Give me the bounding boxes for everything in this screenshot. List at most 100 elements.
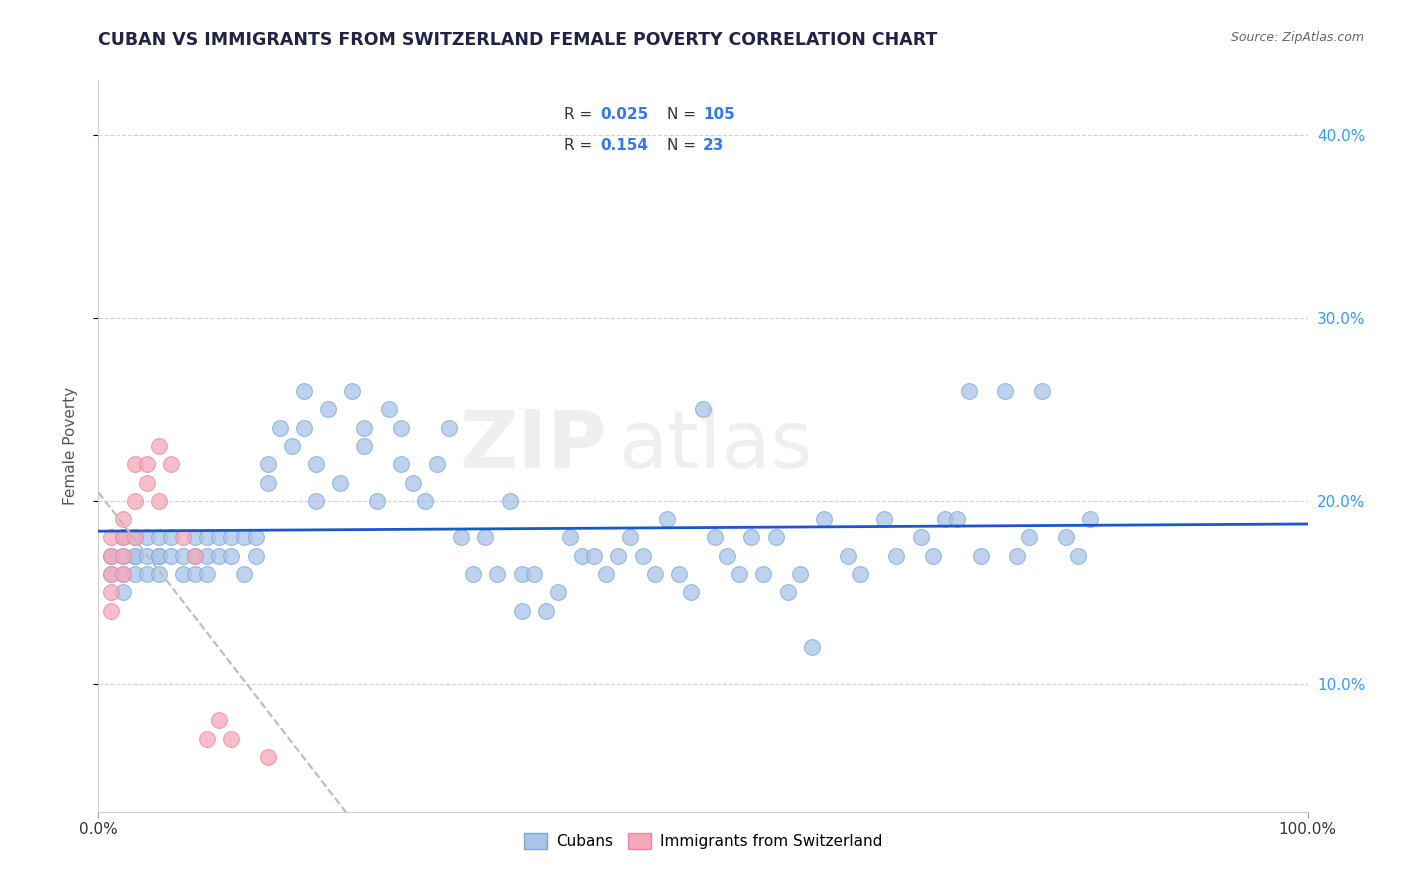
Point [402,475,425,490]
Point [111,567,134,582]
Point [329,475,352,490]
Point [353,439,375,453]
Point [124,494,146,508]
Text: 105: 105 [703,107,735,122]
Point [208,714,231,728]
Point [631,549,654,563]
Point [921,549,943,563]
Point [426,457,449,471]
Point [172,549,194,563]
Point [366,494,388,508]
Point [148,549,170,563]
Point [571,549,593,563]
Text: atlas: atlas [619,407,813,485]
Point [148,439,170,453]
Point [148,494,170,508]
Point [221,549,243,563]
Point [148,530,170,544]
Point [232,530,254,544]
Point [256,475,278,490]
Point [342,384,364,398]
Point [595,567,617,582]
Text: N =: N = [666,107,696,122]
Point [765,530,787,544]
Point [269,421,291,435]
Point [692,402,714,417]
Point [100,530,122,544]
Point [510,603,533,617]
Point [510,567,533,582]
Point [172,567,194,582]
Point [534,603,557,617]
Point [256,749,278,764]
Point [849,567,872,582]
Point [281,439,304,453]
Point [124,549,146,563]
Point [1031,384,1053,398]
Point [208,530,231,544]
Point [1007,549,1029,563]
Point [1078,512,1101,526]
Text: 23: 23 [703,137,724,153]
Point [353,421,375,435]
Point [135,530,157,544]
Point [148,567,170,582]
Point [607,549,630,563]
Point [232,567,254,582]
Point [172,530,194,544]
Point [873,512,896,526]
Point [160,530,183,544]
Point [135,549,157,563]
Point [160,457,183,471]
Point [221,530,243,544]
Point [184,549,207,563]
Point [946,512,969,526]
Point [305,457,328,471]
Point [486,567,509,582]
Point [728,567,751,582]
Point [100,567,122,582]
Point [111,567,134,582]
Text: N =: N = [666,137,696,153]
Point [498,494,520,508]
Point [124,567,146,582]
Text: Source: ZipAtlas.com: Source: ZipAtlas.com [1230,31,1364,45]
Point [994,384,1017,398]
Point [547,585,569,599]
Point [245,549,267,563]
Point [100,549,122,563]
Point [111,549,134,563]
Point [195,567,218,582]
Point [111,585,134,599]
Point [970,549,993,563]
Text: ZIP: ZIP [458,407,606,485]
Point [800,640,823,655]
Point [184,549,207,563]
Text: 0.154: 0.154 [600,137,648,153]
Point [704,530,727,544]
Point [1054,530,1077,544]
Point [292,421,315,435]
Point [221,731,243,746]
Point [208,549,231,563]
Point [100,603,122,617]
Text: R =: R = [564,137,592,153]
Point [377,402,399,417]
Point [124,457,146,471]
Text: CUBAN VS IMMIGRANTS FROM SWITZERLAND FEMALE POVERTY CORRELATION CHART: CUBAN VS IMMIGRANTS FROM SWITZERLAND FEM… [98,31,938,49]
Point [679,585,702,599]
Point [124,530,146,544]
Point [124,549,146,563]
Point [148,549,170,563]
Point [813,512,835,526]
Point [195,530,218,544]
Point [837,549,859,563]
Point [716,549,738,563]
Point [245,530,267,544]
Point [450,530,472,544]
Point [195,549,218,563]
Point [558,530,581,544]
Point [886,549,908,563]
Point [184,567,207,582]
Point [256,457,278,471]
